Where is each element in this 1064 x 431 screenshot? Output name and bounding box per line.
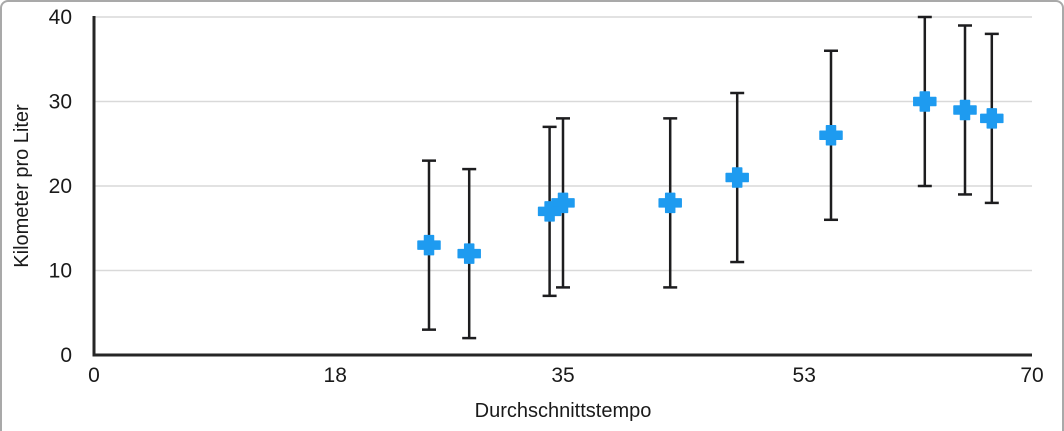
error-bars — [422, 15, 999, 340]
x-tick-label: 35 — [551, 364, 574, 387]
x-axis-title: Durchschnittstempo — [475, 400, 652, 422]
x-tick-label: 18 — [324, 364, 347, 387]
data-point-marker — [913, 91, 937, 112]
y-axis-title: Kilometer pro Liter — [11, 104, 33, 268]
data-point-marker — [819, 125, 843, 146]
data-markers — [417, 91, 1004, 264]
x-tick-label: 70 — [1020, 364, 1043, 387]
data-point-marker — [417, 234, 441, 256]
y-tick-label: 30 — [49, 91, 72, 114]
axes — [92, 16, 1032, 357]
data-point-marker — [725, 167, 749, 188]
y-tick-label: 40 — [49, 6, 72, 29]
x-tick-label: 0 — [88, 364, 100, 387]
x-tick-label: 53 — [793, 364, 816, 387]
y-tick-label: 20 — [49, 175, 72, 198]
data-point-marker — [551, 192, 575, 214]
tick-labels: 0 18 35 53 70 0 10 20 30 40 — [49, 6, 1044, 387]
data-point-marker — [658, 192, 682, 214]
y-tick-label: 10 — [49, 260, 72, 283]
data-point-marker — [980, 108, 1004, 129]
data-point-marker — [953, 99, 977, 121]
data-point-marker — [457, 243, 481, 264]
y-tick-label: 0 — [60, 344, 72, 367]
